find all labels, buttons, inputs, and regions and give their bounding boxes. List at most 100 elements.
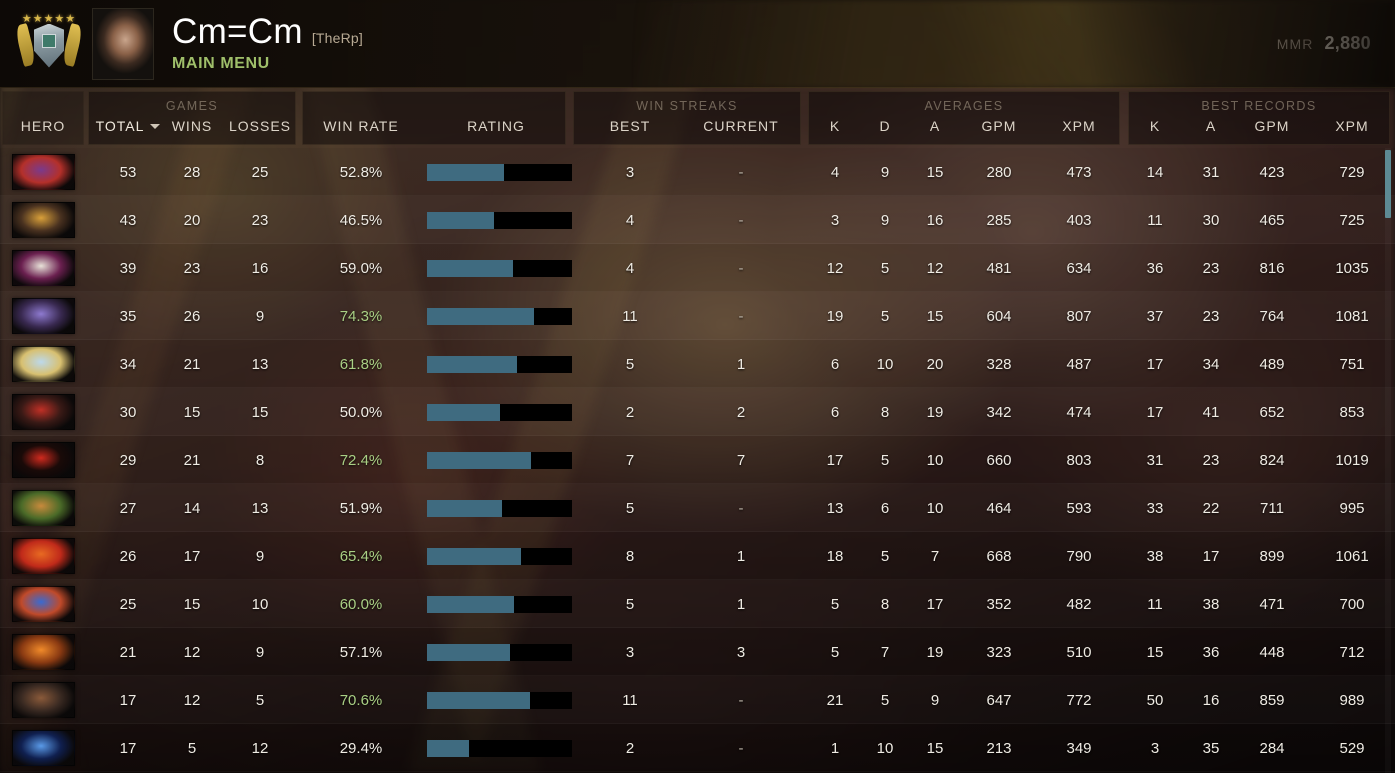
cell-streak-current: - xyxy=(738,307,744,325)
column-header-rating[interactable]: RATING xyxy=(467,118,525,134)
hero-bloodseeker[interactable] xyxy=(12,394,75,430)
column-header-avg-d[interactable]: D xyxy=(879,118,891,134)
hero-lina[interactable] xyxy=(12,538,75,574)
hero-faceless-void[interactable] xyxy=(12,154,75,190)
table-row[interactable]: 39 23 16 59.0% 4 - 12 5 12 481 634 36 23 816 1035 xyxy=(0,244,1395,292)
cell-wins: 21 xyxy=(183,451,201,469)
cell-avg-gpm: 352 xyxy=(986,595,1012,613)
cell-best-a: 30 xyxy=(1202,211,1220,229)
table-row[interactable]: 34 21 13 61.8% 5 1 6 10 20 328 487 17 34 489 751 xyxy=(0,340,1395,388)
hero-shadow-fiend[interactable] xyxy=(12,442,75,478)
column-header-hero[interactable]: HERO xyxy=(20,118,66,134)
hero-dazzle[interactable] xyxy=(12,298,75,334)
cell-streak-best: 5 xyxy=(625,595,635,613)
cell-best-gpm: 824 xyxy=(1259,451,1285,469)
scrollbar-thumb[interactable] xyxy=(1385,150,1391,218)
cell-wins: 14 xyxy=(183,499,201,517)
cell-streak-best: 2 xyxy=(625,403,635,421)
column-header-streak-current[interactable]: CURRENT xyxy=(703,118,779,134)
cell-total: 34 xyxy=(119,355,137,373)
cell-win-rate: 46.5% xyxy=(339,211,383,229)
cell-avg-xpm: 473 xyxy=(1066,163,1092,181)
hero-crystal-maiden[interactable] xyxy=(12,346,75,382)
hero-ursa[interactable] xyxy=(12,682,75,718)
cell-avg-d: 9 xyxy=(880,163,890,181)
cell-avg-k: 6 xyxy=(830,355,840,373)
cell-avg-k: 18 xyxy=(826,547,844,565)
hero-dragon-knight[interactable] xyxy=(12,634,75,670)
column-header-losses[interactable]: LOSSES xyxy=(228,118,292,134)
cell-best-a: 23 xyxy=(1202,451,1220,469)
cell-best-k: 31 xyxy=(1146,451,1164,469)
header-group-games: GAMES xyxy=(88,91,296,145)
rating-bar xyxy=(427,500,572,517)
main-menu-button[interactable]: MAIN MENU xyxy=(172,55,270,72)
cell-best-xpm: 989 xyxy=(1339,691,1365,709)
cell-avg-a: 15 xyxy=(926,163,944,181)
rating-bar xyxy=(427,164,572,181)
table-row[interactable]: 17 12 5 70.6% 11 - 21 5 9 647 772 50 16 859 989 xyxy=(0,676,1395,724)
table-row[interactable]: 43 20 23 46.5% 4 - 3 9 16 285 403 11 30 465 725 xyxy=(0,196,1395,244)
cell-avg-xpm: 634 xyxy=(1066,259,1092,277)
cell-wins: 21 xyxy=(183,355,201,373)
column-header-best-xpm[interactable]: XPM xyxy=(1335,118,1369,134)
cell-total: 21 xyxy=(119,643,137,661)
column-header-total[interactable]: TOTAL xyxy=(92,114,164,138)
hero-stats-table-body[interactable]: 53 28 25 52.8% 3-4 9 15 280 473 14 31 423 729 43 20 23 4… xyxy=(0,148,1395,773)
table-row[interactable]: 21 12 9 57.1% 3 3 5 7 19 323 510 15 36 448 712 xyxy=(0,628,1395,676)
table-row[interactable]: 35 26 9 74.3% 11 - 19 5 15 604 807 37 23 764 1081 xyxy=(0,292,1395,340)
column-header-best-gpm[interactable]: GPM xyxy=(1254,118,1290,134)
rating-bar xyxy=(427,356,572,373)
column-header-avg-xpm[interactable]: XPM xyxy=(1062,118,1096,134)
cell-avg-xpm: 349 xyxy=(1066,739,1092,757)
mmr-label: MMR xyxy=(1276,36,1314,52)
cell-avg-xpm: 807 xyxy=(1066,307,1092,325)
column-header-streak-best[interactable]: BEST xyxy=(609,118,651,134)
group-title-games: GAMES xyxy=(165,99,219,113)
hero-void-spirit[interactable] xyxy=(12,730,75,766)
avatar[interactable] xyxy=(92,7,154,80)
hero-invoker[interactable] xyxy=(12,250,75,286)
cell-best-gpm: 448 xyxy=(1259,643,1285,661)
column-header-best-k[interactable]: K xyxy=(1149,118,1161,134)
table-row[interactable]: 27 14 13 51.9% 5 - 13 6 10 464 593 33 22 711 995 xyxy=(0,484,1395,532)
hero-ogre-magi[interactable] xyxy=(12,586,75,622)
cell-avg-k: 5 xyxy=(830,643,840,661)
cell-best-a: 23 xyxy=(1202,307,1220,325)
cell-total: 53 xyxy=(119,163,137,181)
cell-win-rate: 57.1% xyxy=(339,643,383,661)
hero-bounty-hunter[interactable] xyxy=(12,202,75,238)
rating-bar xyxy=(427,644,572,661)
cell-win-rate: 50.0% xyxy=(339,403,383,421)
cell-avg-d: 5 xyxy=(880,691,890,709)
cell-avg-k: 12 xyxy=(826,259,844,277)
column-header-avg-a[interactable]: A xyxy=(929,118,941,134)
cell-win-rate: 72.4% xyxy=(339,451,383,469)
scrollbar-track[interactable] xyxy=(1385,148,1391,773)
cell-total: 43 xyxy=(119,211,137,229)
cell-best-xpm: 729 xyxy=(1339,163,1365,181)
column-header-win-rate[interactable]: WIN RATE xyxy=(323,118,399,134)
hero-monkey-king[interactable] xyxy=(12,490,75,526)
cell-streak-best: 7 xyxy=(625,451,635,469)
cell-avg-gpm: 285 xyxy=(986,211,1012,229)
column-header-wins[interactable]: WINS xyxy=(171,118,213,134)
rank-medal-icon: ★★★★★ xyxy=(14,8,84,80)
cell-avg-xpm: 772 xyxy=(1066,691,1092,709)
table-row[interactable]: 30 15 15 50.0% 2 2 6 8 19 342 474 17 41 652 853 xyxy=(0,388,1395,436)
column-header-best-a[interactable]: A xyxy=(1205,118,1217,134)
table-row[interactable]: 26 17 9 65.4% 8 1 18 5 7 668 790 38 17 899 1061 xyxy=(0,532,1395,580)
cell-best-k: 17 xyxy=(1146,403,1164,421)
cell-win-rate: 61.8% xyxy=(339,355,383,373)
cell-losses: 16 xyxy=(251,259,269,277)
cell-streak-current: 1 xyxy=(736,355,746,373)
cell-streak-best: 3 xyxy=(625,163,635,181)
column-header-avg-gpm[interactable]: GPM xyxy=(981,118,1017,134)
table-row[interactable]: 25 15 10 60.0% 5 1 5 8 17 352 482 11 38 471 700 xyxy=(0,580,1395,628)
table-row[interactable]: 17 5 12 29.4% 2 - 1 10 15 213 349 3 35 284 529 xyxy=(0,724,1395,772)
cell-total: 27 xyxy=(119,499,137,517)
cell-avg-d: 5 xyxy=(880,547,890,565)
table-row[interactable]: 29 21 8 72.4% 7 7 17 5 10 660 803 31 23 824 1019 xyxy=(0,436,1395,484)
column-header-avg-k[interactable]: K xyxy=(829,118,841,134)
table-row[interactable]: 53 28 25 52.8% 3 - 4 9 15 280 473 14 31 423 729 xyxy=(0,148,1395,196)
